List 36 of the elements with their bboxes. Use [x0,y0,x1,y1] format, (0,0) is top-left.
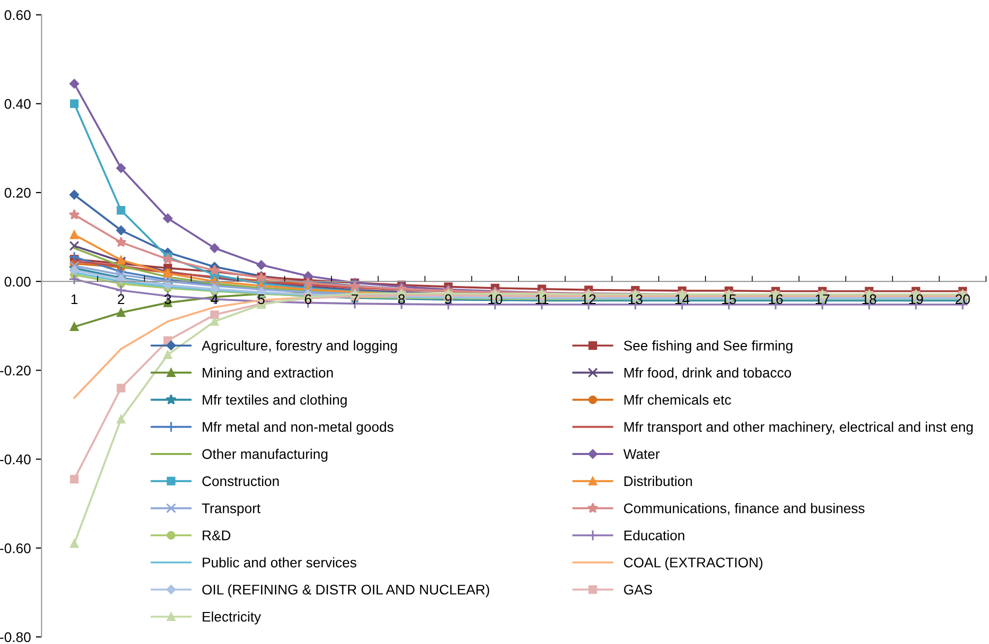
legend-label: Distribution [624,476,692,486]
legend-label: Education [624,530,684,540]
legend-label: Mfr transport and other machinery, electrical and inst eng [624,422,973,435]
y-tick-label: -0.60 [0,543,31,554]
legend-label: Mfr textiles and clothing [202,394,347,408]
legend-label: Public and other services [202,557,356,568]
x-tick-label: 5 [258,294,265,304]
legend-label: OIL (REFINING & DISTR OIL AND NUCLEAR) [202,584,490,598]
y-tick-label: -0.80 [0,632,31,642]
legend-label: COAL (EXTRACTION) [624,557,762,570]
x-tick-label: 10 [488,294,502,304]
legend-label: R&D [202,530,230,540]
legend-label: Agriculture, forestry and logging [202,340,397,354]
legend-label: See fishing and See firming [624,340,792,354]
legend-label: Mfr chemicals etc [624,394,732,405]
legend-label: Mfr food, drink and tobacco [624,367,792,380]
y-tick-label: 0.40 [4,99,31,109]
x-tick-label: 1 [71,294,78,304]
x-tick-label: 9 [445,294,452,304]
legend-label: Other manufacturing [202,448,328,462]
x-tick-label: 11 [536,294,548,304]
legend-label: Mfr metal and non-metal goods [202,422,394,435]
legend-label: Communications, finance and business [624,503,864,515]
y-tick-label: 0.20 [4,188,31,198]
legend-label: Transport [202,504,260,516]
legend-label: Mining and extraction [202,367,333,380]
legend-label: GAS [624,584,652,595]
y-tick-label: -0.20 [0,366,31,376]
x-tick-label: 6 [304,294,312,304]
legend-label: Construction [202,476,279,486]
y-tick-label: 0.60 [4,10,31,20]
legend-label: Electricity [202,611,262,624]
y-tick-label: 0.00 [4,276,31,287]
legend-label: Water [623,449,660,459]
y-tick-label: -0.40 [0,454,31,464]
x-tick-label: 2 [118,294,124,304]
